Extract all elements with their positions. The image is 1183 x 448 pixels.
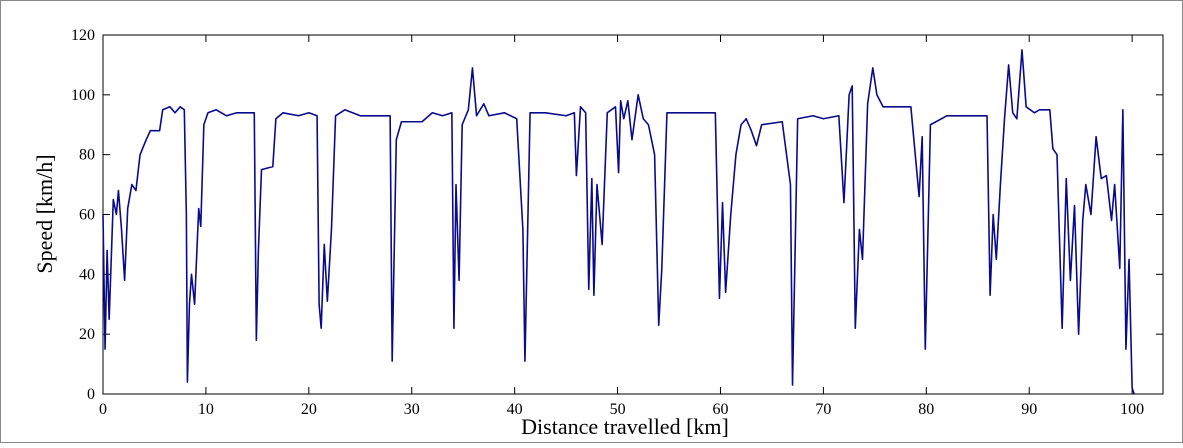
speed-line	[102, 49, 1135, 395]
x-tick-label: 70	[815, 401, 831, 418]
x-tick-label: 30	[404, 401, 420, 418]
x-tick-label: 20	[301, 401, 317, 418]
x-tick-label: 100	[1120, 401, 1144, 418]
y-tick-label: 100	[71, 87, 95, 104]
x-tick-label: 50	[610, 401, 626, 418]
y-tick-label: 120	[71, 27, 95, 44]
plot-frame	[102, 34, 1164, 395]
y-tick-label: 0	[87, 386, 95, 403]
y-axis-label: Speed [km/h]	[32, 154, 57, 273]
x-tick-label: 90	[1021, 401, 1037, 418]
x-tick-label: 80	[918, 401, 934, 418]
x-tick-label: 40	[507, 401, 523, 418]
y-tick-label: 60	[79, 207, 95, 224]
y-tick-label: 20	[79, 326, 95, 343]
x-tick-label: 10	[198, 401, 214, 418]
x-axis-label: Distance travelled [km]	[521, 414, 729, 439]
y-tick-label: 40	[79, 266, 95, 283]
y-tick-label: 80	[79, 147, 95, 164]
x-tick-label: 60	[712, 401, 728, 418]
x-tick-label: 0	[99, 401, 107, 418]
